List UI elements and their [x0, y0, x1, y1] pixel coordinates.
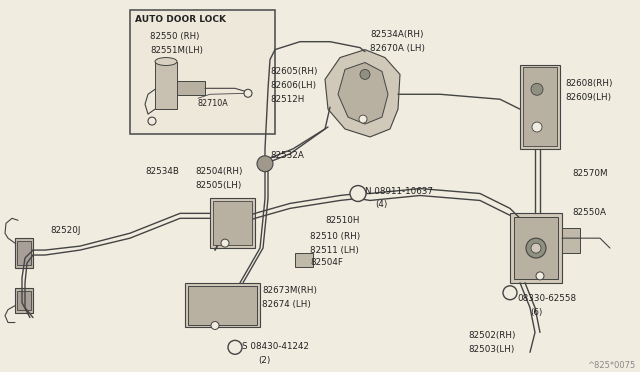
Text: 82570M: 82570M — [572, 169, 607, 178]
Circle shape — [221, 239, 229, 247]
Bar — [188, 286, 257, 324]
Bar — [130, 10, 275, 134]
Circle shape — [148, 117, 156, 125]
Text: 82551M(LH): 82551M(LH) — [150, 46, 203, 55]
Text: 82550 (RH): 82550 (RH) — [150, 32, 200, 41]
Text: 08330-62558: 08330-62558 — [517, 294, 576, 303]
Bar — [562, 228, 580, 253]
Text: 82510H: 82510H — [325, 217, 360, 225]
Text: 82532A: 82532A — [270, 151, 304, 160]
Text: 82710A: 82710A — [198, 99, 228, 108]
Text: 82512H: 82512H — [270, 95, 305, 104]
Text: 82504(RH): 82504(RH) — [195, 167, 243, 176]
Circle shape — [211, 321, 219, 330]
Text: 82510 (RH): 82510 (RH) — [310, 232, 360, 241]
Text: 82670A (LH): 82670A (LH) — [370, 44, 425, 53]
Text: 82520J: 82520J — [50, 226, 81, 235]
Circle shape — [531, 243, 541, 253]
Bar — [523, 67, 557, 146]
Bar — [177, 81, 205, 95]
Text: 82550A: 82550A — [572, 208, 606, 217]
Text: 82608(RH): 82608(RH) — [565, 79, 612, 89]
Bar — [15, 238, 33, 268]
Text: ^825*0075: ^825*0075 — [587, 361, 635, 370]
Text: 82503(LH): 82503(LH) — [468, 345, 515, 355]
Bar — [210, 199, 255, 248]
Circle shape — [536, 272, 544, 280]
Bar — [185, 283, 260, 327]
Circle shape — [360, 70, 370, 79]
Ellipse shape — [155, 58, 177, 65]
Text: 82673M(RH): 82673M(RH) — [262, 286, 317, 295]
Circle shape — [531, 83, 543, 95]
Text: N 08911-10637: N 08911-10637 — [365, 187, 433, 196]
Text: S: S — [232, 343, 237, 352]
Text: (2): (2) — [258, 356, 270, 365]
Text: 82609(LH): 82609(LH) — [565, 93, 611, 102]
Bar — [510, 214, 562, 283]
Text: S: S — [508, 288, 513, 297]
Text: N: N — [355, 189, 361, 198]
Bar — [520, 64, 560, 149]
Bar — [295, 253, 313, 267]
Bar — [213, 202, 252, 245]
Circle shape — [532, 122, 542, 132]
Text: 82606(LH): 82606(LH) — [270, 81, 316, 90]
Circle shape — [244, 89, 252, 97]
Circle shape — [359, 115, 367, 123]
Bar — [17, 291, 31, 310]
Text: 82674 (LH): 82674 (LH) — [262, 300, 311, 309]
Bar — [17, 241, 31, 265]
Circle shape — [257, 156, 273, 172]
Text: (4): (4) — [375, 201, 387, 209]
Bar — [514, 217, 558, 279]
Circle shape — [228, 340, 242, 354]
Text: 82605(RH): 82605(RH) — [270, 67, 317, 77]
Text: 82504F: 82504F — [310, 258, 343, 267]
Text: 82534A(RH): 82534A(RH) — [370, 30, 424, 39]
Circle shape — [350, 186, 366, 202]
Text: 82511 (LH): 82511 (LH) — [310, 246, 359, 255]
Circle shape — [526, 238, 546, 258]
Text: (6): (6) — [530, 308, 542, 317]
Text: S 08430-41242: S 08430-41242 — [242, 342, 309, 352]
Polygon shape — [325, 49, 400, 137]
Text: 82505(LH): 82505(LH) — [195, 181, 241, 190]
Polygon shape — [338, 62, 388, 124]
Text: 82534B: 82534B — [145, 167, 179, 176]
Text: AUTO DOOR LOCK: AUTO DOOR LOCK — [135, 15, 226, 24]
Circle shape — [503, 286, 517, 300]
Bar — [15, 288, 33, 312]
Text: 82502(RH): 82502(RH) — [468, 331, 515, 340]
Bar — [155, 61, 177, 109]
